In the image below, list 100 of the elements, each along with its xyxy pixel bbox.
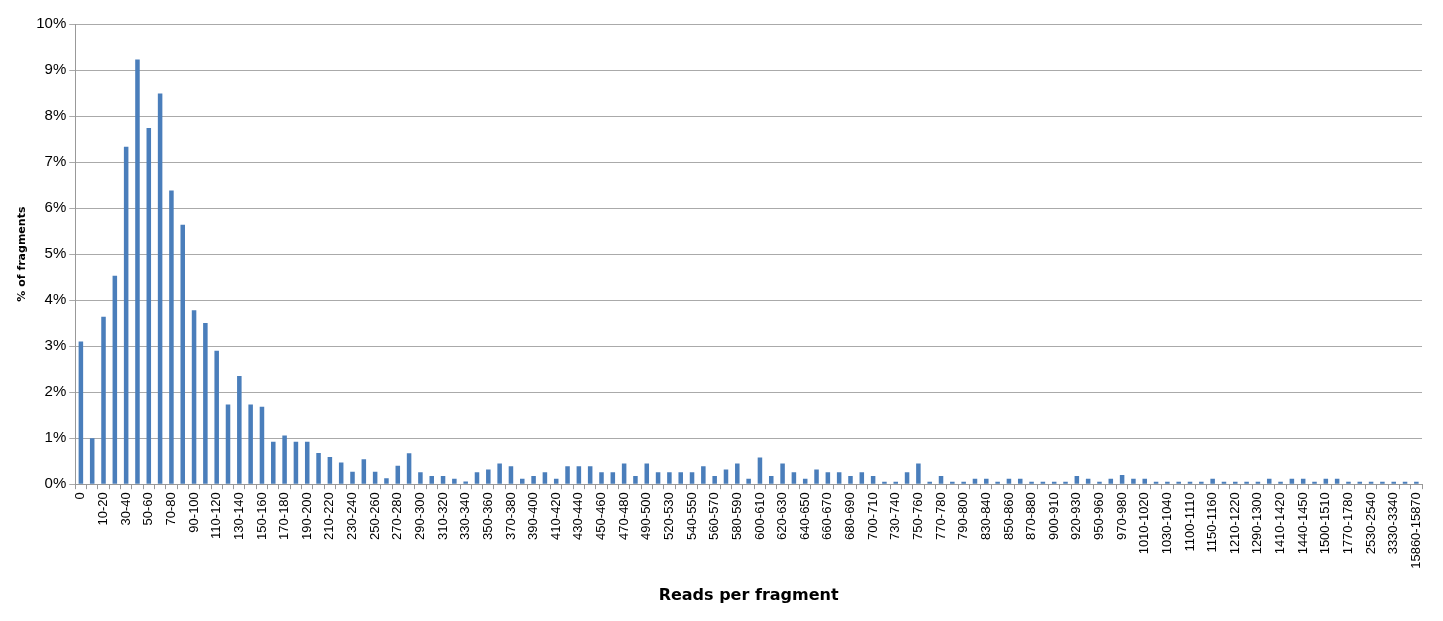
- x-tick-label: 1010-1020: [1136, 492, 1152, 555]
- bar: [938, 475, 944, 484]
- x-tick-label: 210-220: [321, 492, 337, 540]
- bar: [180, 224, 185, 484]
- bar: [474, 472, 480, 484]
- bar: [486, 469, 491, 484]
- x-tick-label: 580-590: [728, 492, 744, 540]
- x-tick-label: 0: [72, 492, 88, 500]
- bar: [1131, 478, 1136, 484]
- x-tick-label: 1100-1110: [1181, 492, 1197, 552]
- x-tick-label: 1440-1450: [1294, 492, 1310, 555]
- x-tick-label: 15860-15870: [1407, 492, 1423, 569]
- bar: [169, 190, 174, 484]
- x-tick-label: 1030-1040: [1158, 492, 1174, 555]
- x-tick-label: 90-100: [185, 492, 201, 533]
- x-tick-label: 520-530: [660, 492, 676, 540]
- bar: [723, 469, 729, 484]
- bar: [825, 472, 831, 484]
- x-tick-label: 330-340: [457, 492, 473, 540]
- x-tick-label: 790-800: [955, 492, 971, 540]
- x-tick-label: 700-710: [864, 492, 880, 540]
- y-tick-label: 10%: [36, 14, 67, 32]
- x-tick-label: 830-840: [977, 492, 993, 540]
- x-tick-label: 70-80: [163, 492, 178, 526]
- x-tick-label: 900-910: [1045, 492, 1061, 540]
- bar: [678, 472, 683, 484]
- bar: [282, 435, 287, 484]
- bar: [644, 463, 650, 484]
- x-tick-label: 10-20: [95, 492, 111, 526]
- bar: [531, 475, 536, 484]
- bar: [271, 441, 276, 484]
- bar: [576, 466, 582, 484]
- x-tick-label: 1290-1300: [1249, 492, 1265, 555]
- bar: [984, 478, 989, 484]
- bar: [633, 475, 638, 484]
- bar: [689, 472, 695, 484]
- x-tick-label: 30-40: [117, 492, 133, 526]
- bar: [135, 59, 140, 484]
- y-tick-label: 6%: [44, 198, 67, 216]
- y-tick-label: 3%: [44, 336, 67, 354]
- bar: [599, 472, 604, 484]
- x-tick-label: 970-980: [1113, 492, 1129, 540]
- bar: [587, 466, 593, 484]
- bar: [712, 475, 717, 484]
- x-tick-label: 130-140: [230, 492, 246, 540]
- x-tick-label: 1770-1780: [1340, 492, 1356, 555]
- bar: [746, 478, 751, 484]
- bar: [440, 475, 446, 484]
- x-tick-label: 230-240: [344, 492, 360, 540]
- x-tick-label: 1500-1510: [1317, 492, 1333, 555]
- x-tick-label: 390-400: [525, 492, 541, 540]
- bar: [418, 472, 423, 484]
- bar: [565, 466, 570, 484]
- x-tick-label: 950-960: [1091, 492, 1107, 540]
- bar: [214, 350, 219, 484]
- bar: [870, 475, 876, 484]
- x-tick-label: 430-440: [570, 492, 586, 540]
- x-tick-label: 750-760: [909, 492, 925, 540]
- bar: [101, 316, 106, 484]
- bar: [848, 475, 853, 484]
- x-tick-label: 50-60: [140, 492, 156, 526]
- bar: [508, 466, 514, 484]
- bar: [1142, 478, 1148, 484]
- x-tick-label: 190-200: [298, 492, 314, 540]
- bar: [316, 452, 321, 484]
- bar: [701, 466, 706, 484]
- bar: [406, 453, 412, 484]
- bar: [667, 472, 672, 484]
- x-tick-label: 640-650: [796, 492, 812, 540]
- x-tick-label: 270-280: [389, 492, 405, 540]
- x-axis-title: Reads per fragment: [658, 584, 839, 604]
- x-tick-label: 290-300: [411, 492, 427, 540]
- x-tick-label: 470-480: [615, 492, 631, 540]
- bar: [1210, 478, 1215, 484]
- x-tick-label: 1410-1420: [1272, 492, 1288, 555]
- bar: [237, 376, 242, 484]
- x-tick-label: 3330-3340: [1385, 492, 1401, 555]
- bar: [859, 472, 865, 484]
- bar: [1074, 475, 1080, 484]
- x-tick-label: 850-860: [1000, 492, 1016, 540]
- y-tick-label: 1%: [44, 428, 67, 446]
- x-tick-label: 250-260: [366, 492, 382, 540]
- x-tick-label: 560-570: [706, 492, 722, 540]
- bar: [361, 459, 367, 484]
- y-tick-label: 2%: [44, 382, 67, 400]
- bar: [203, 323, 208, 484]
- bar: [655, 472, 661, 484]
- y-tick-label: 8%: [44, 106, 67, 124]
- x-tick-label: 600-610: [751, 492, 767, 540]
- x-tick-label: 410-420: [547, 492, 563, 540]
- x-tick-label: 170-180: [276, 492, 292, 540]
- bar: [248, 404, 253, 484]
- bar: [904, 472, 910, 484]
- x-tick-label: 660-670: [819, 492, 835, 540]
- x-tick-label: 350-360: [479, 492, 495, 540]
- x-tick-label: 110-120: [208, 492, 224, 539]
- x-tick-label: 620-630: [774, 492, 790, 540]
- bar: [735, 463, 740, 484]
- y-tick-label: 7%: [44, 152, 67, 170]
- bar: [520, 478, 525, 484]
